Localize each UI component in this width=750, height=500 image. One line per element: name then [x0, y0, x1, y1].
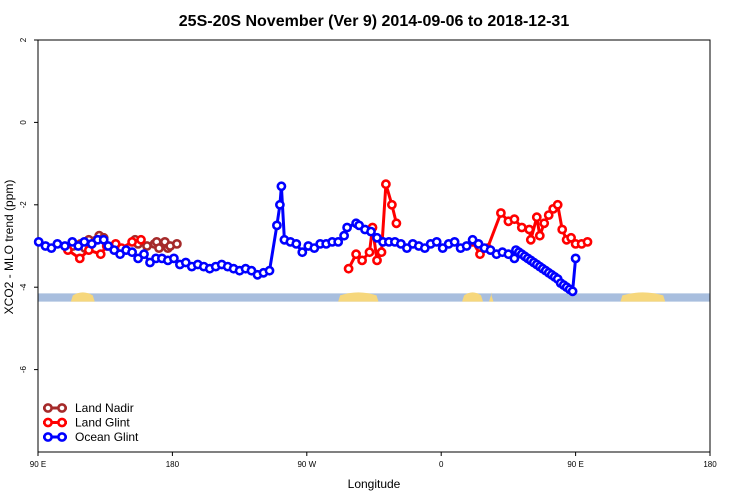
legend-marker-right [57, 432, 67, 442]
series-layer [33, 179, 593, 297]
land-nadir-point-9 [142, 241, 152, 251]
land-glint-point-12 [357, 255, 367, 266]
land-glint-point-32 [543, 210, 554, 220]
land-glint-point-2 [74, 253, 85, 264]
legend-marker-right [57, 403, 67, 413]
ocean-glint-point-103 [570, 253, 581, 264]
legend-label: Land Glint [75, 416, 130, 430]
ocean-glint-point-53 [339, 230, 349, 241]
land-glint-point-16 [376, 247, 387, 258]
ocean-glint-point-46 [297, 247, 308, 258]
legend-label: Ocean Glint [75, 430, 139, 444]
land-glint-point-29 [531, 212, 542, 223]
x-tick-label-5: 90 E [567, 460, 583, 469]
ocean-glint-point-54 [342, 222, 352, 233]
ocean-glint-point-8 [79, 236, 90, 247]
ocean-glint-point-16 [127, 247, 137, 258]
land-glint-point-37 [566, 232, 576, 243]
ocean-glint-point-18 [139, 249, 149, 260]
land-glint-point-13 [364, 247, 375, 258]
ocean-glint-point-74 [461, 241, 472, 251]
legend-item-land-glint: Land Glint [43, 416, 130, 430]
surface-strip [38, 292, 710, 302]
ocean-glint-point-82 [509, 253, 520, 264]
land-region-5 [620, 292, 666, 302]
y-tick-label-3: -2 [19, 201, 28, 209]
legend-item-land-nadir: Land Nadir [43, 401, 134, 415]
ocean-glint-point-5 [60, 241, 70, 251]
ocean-glint-line-1 [37, 184, 578, 293]
x-axis-label: Longitude [348, 477, 401, 491]
ocean-glint-point-41 [274, 199, 285, 210]
land-glint-point-25 [509, 214, 520, 225]
land-glint-point-34 [552, 199, 563, 210]
ocean-glint-point-42 [276, 181, 287, 192]
land-glint-point-17 [380, 179, 391, 190]
x-tick-label-4: 0 [439, 460, 444, 469]
x-tick-label-1: 90 E [30, 460, 46, 469]
ocean-glint-point-1 [33, 236, 44, 247]
land-nadir-point-16 [171, 238, 182, 249]
ocean-glint-point-102 [567, 286, 578, 297]
y-tick-label-4: -4 [19, 283, 28, 291]
chart-title: 25S-20S November (Ver 9) 2014-09-06 to 2… [179, 13, 570, 30]
ocean-glint-point-4 [52, 238, 63, 249]
land-glint-point-10 [343, 263, 354, 274]
legend-marker-left [43, 432, 53, 442]
legend-marker-left [43, 417, 53, 428]
land-glint-point-23 [495, 208, 506, 218]
legend-marker-right [57, 417, 67, 428]
land-region-4 [488, 292, 494, 302]
legend-marker-left [43, 403, 53, 413]
land-glint-point-8 [127, 236, 137, 247]
land-glint-point-21 [475, 249, 485, 260]
land-region-2 [338, 292, 379, 302]
land-glint-point-15 [372, 255, 382, 266]
x-tick-label-3: 90 W [297, 460, 316, 469]
ocean-glint-point-69 [431, 236, 442, 247]
land-glint-point-4 [95, 249, 106, 260]
land-region-3 [462, 292, 484, 302]
land-glint-point-28 [525, 234, 536, 245]
y-tick-label-5: -6 [19, 365, 28, 373]
x-tick-label-2: 180 [166, 460, 180, 469]
ocean-glint-point-45 [291, 238, 302, 249]
land-glint-point-30 [534, 230, 545, 241]
land-glint-point-9 [136, 234, 146, 245]
ocean-glint-point-23 [168, 253, 179, 264]
land-nadir-point-12 [154, 243, 164, 253]
land-glint-point-19 [391, 218, 402, 229]
ocean-glint-point-58 [366, 226, 376, 237]
ocean-glint-point-39 [264, 265, 275, 276]
series-ocean-glint [33, 181, 581, 297]
land-glint-point-40 [582, 236, 593, 247]
ocean-glint-point-11 [98, 234, 109, 245]
legend-label: Land Nadir [75, 401, 134, 415]
y-tick-label-2: 0 [19, 120, 28, 125]
ocean-glint-point-52 [333, 236, 344, 247]
land-region-1 [70, 292, 95, 302]
y-axis-label: XCO2 - MLO trend (ppm) [2, 180, 16, 315]
ocean-glint-point-72 [449, 236, 460, 247]
axis-ticks: 90 E 180 90 W 0 90 E 180 2 0 -2 -4 -6 [19, 37, 717, 469]
land-glint-point-27 [524, 224, 535, 235]
land-glint-point-18 [386, 199, 397, 210]
land-glint-point-35 [557, 224, 568, 235]
land-glint-point-31 [539, 218, 550, 229]
ocean-glint-point-40 [271, 220, 282, 231]
land-glint-point-26 [516, 222, 527, 233]
legend-item-ocean-glint: Ocean Glint [43, 430, 139, 444]
y-tick-label-1: 2 [19, 37, 28, 42]
x-tick-label-6: 180 [703, 460, 717, 469]
land-glint-point-11 [351, 249, 361, 260]
